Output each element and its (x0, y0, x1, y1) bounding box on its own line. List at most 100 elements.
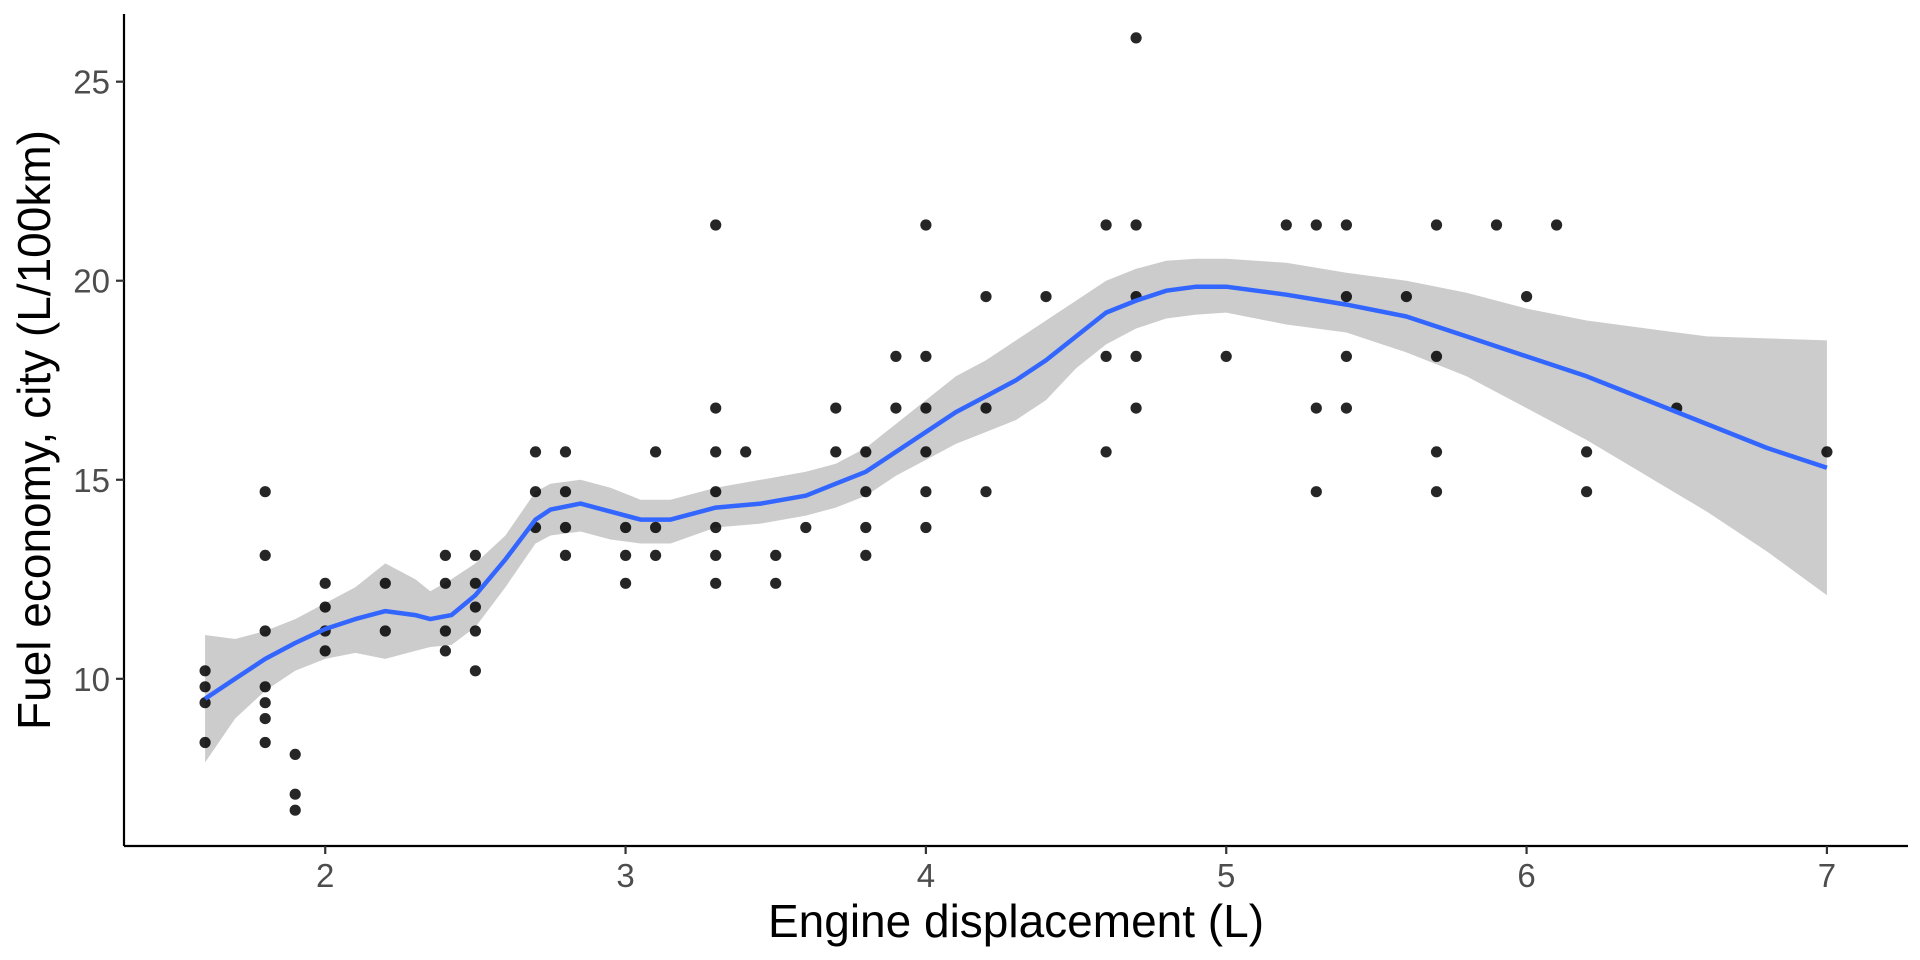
x-tick-label: 2 (316, 857, 334, 894)
data-point (1130, 32, 1142, 44)
data-point (469, 601, 481, 613)
data-point (710, 402, 722, 414)
data-point (710, 219, 722, 231)
data-point (379, 577, 391, 589)
data-point (1490, 219, 1503, 231)
confidence-band (205, 258, 1827, 763)
data-point (620, 549, 632, 562)
data-point (1100, 350, 1112, 362)
data-point (1430, 446, 1443, 458)
data-point (1521, 291, 1533, 303)
data-point (1220, 350, 1232, 362)
data-point (559, 486, 572, 498)
data-point (830, 402, 842, 414)
data-point (770, 549, 782, 562)
data-point (710, 577, 722, 589)
data-point (199, 697, 211, 709)
data-point (529, 446, 542, 458)
data-point (830, 446, 842, 458)
data-point (1280, 219, 1292, 231)
data-point (920, 521, 932, 534)
data-point (710, 486, 722, 498)
data-point (439, 645, 451, 657)
scatter-points (199, 32, 1833, 816)
smooth-trend-line (203, 284, 1828, 701)
y-tick-label: 25 (73, 64, 110, 101)
data-point (319, 645, 331, 657)
data-point (740, 446, 752, 458)
data-point (920, 350, 932, 362)
data-point (890, 350, 902, 362)
data-point (1581, 486, 1593, 498)
plot-panel (199, 32, 1833, 816)
y-tick-label: 20 (73, 263, 110, 300)
data-point (1340, 291, 1352, 303)
data-point (1400, 291, 1412, 303)
data-point (289, 748, 301, 761)
data-point (1340, 350, 1352, 362)
data-point (439, 625, 451, 637)
data-point (259, 486, 271, 498)
data-point (710, 446, 722, 458)
data-point (1340, 219, 1352, 231)
data-point (800, 521, 812, 534)
data-point (860, 486, 872, 498)
data-point (980, 291, 992, 303)
data-point (1821, 446, 1833, 458)
data-point (319, 601, 331, 613)
data-point (439, 549, 451, 562)
data-point (199, 736, 211, 749)
data-point (710, 521, 722, 534)
y-tick-label: 10 (73, 661, 110, 698)
data-point (920, 219, 932, 231)
y-axis-title: Fuel economy, city (L/100km) (8, 130, 60, 730)
data-point (920, 402, 932, 414)
data-point (199, 681, 211, 693)
data-point (920, 486, 932, 498)
data-point (1310, 402, 1322, 414)
data-point (529, 486, 542, 498)
data-point (259, 625, 271, 637)
data-point (650, 446, 662, 458)
data-point (620, 521, 632, 534)
data-point (259, 549, 271, 562)
x-axis-ticks: 2 3 4 5 6 7 (316, 846, 1836, 894)
data-point (469, 549, 481, 562)
data-point (860, 549, 872, 562)
data-point (1430, 350, 1443, 362)
x-tick-label: 4 (917, 857, 935, 894)
x-tick-label: 3 (616, 857, 634, 894)
data-point (439, 577, 451, 589)
x-tick-label: 7 (1818, 857, 1836, 894)
data-point (559, 521, 572, 534)
data-point (860, 446, 872, 458)
data-point (559, 549, 572, 562)
data-point (980, 486, 992, 498)
data-point (620, 577, 632, 589)
data-point (920, 446, 932, 458)
data-point (1130, 219, 1142, 231)
data-point (1040, 291, 1052, 303)
data-point (1581, 446, 1593, 458)
x-tick-label: 6 (1517, 857, 1535, 894)
x-tick-label: 5 (1217, 857, 1235, 894)
data-point (1430, 486, 1443, 498)
data-point (379, 625, 391, 637)
data-point (1310, 486, 1322, 498)
y-tick-label: 15 (73, 462, 110, 499)
data-point (469, 625, 481, 637)
data-point (1430, 219, 1443, 231)
data-point (1340, 402, 1352, 414)
x-axis-title: Engine displacement (L) (768, 895, 1264, 947)
data-point (770, 577, 782, 589)
data-point (1130, 350, 1142, 362)
data-point (710, 549, 722, 562)
data-point (1130, 402, 1142, 414)
data-point (1551, 219, 1563, 231)
data-point (890, 402, 902, 414)
data-point (980, 402, 992, 414)
y-axis-ticks: 10 15 20 25 (73, 64, 124, 698)
data-point (559, 446, 572, 458)
data-point (289, 788, 301, 800)
